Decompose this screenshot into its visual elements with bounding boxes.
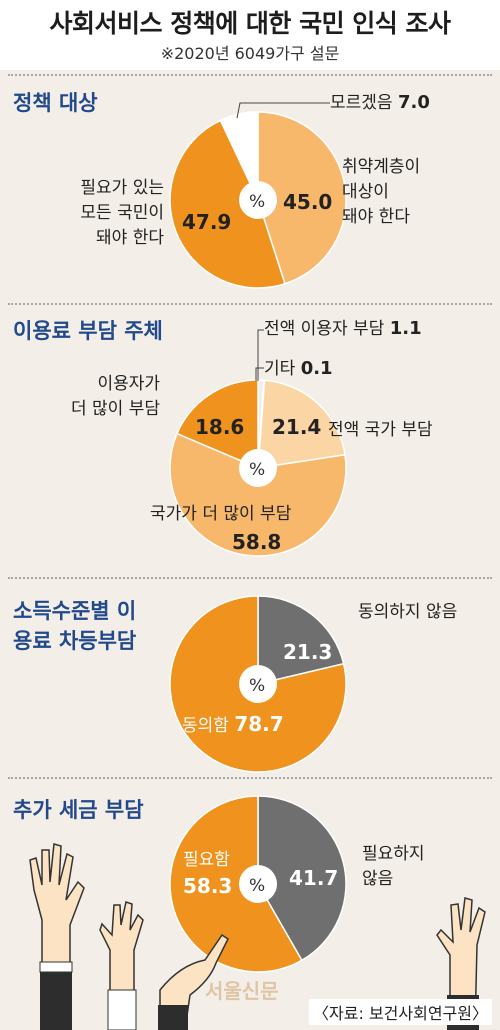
chart-4-slice-2 (169, 795, 303, 973)
chart-1-center-circle (239, 181, 277, 219)
watermark: 서울신문 (205, 979, 279, 1003)
chart-2-label-user-all: 전액 이용자 부담 1.1 (264, 318, 422, 339)
raised-hand-icon (29, 843, 85, 1030)
leader-line-3 (255, 367, 264, 381)
chart-2-value-state-all: 21.4 (272, 415, 322, 439)
chart-3-label-disagree: 동의하지 않음 (358, 602, 458, 622)
chart-2-value-state-more: 58.8 (232, 530, 282, 554)
chart-3-center-circle (239, 665, 277, 703)
chart-2-value-user-more: 18.6 (195, 415, 245, 439)
chart-2-slice-4 (169, 432, 347, 557)
chart-2-label-state-all: 전액 국가 부담 (328, 420, 433, 440)
chart-4-center-circle (239, 865, 277, 903)
chart-1-label-dontknow: 모르겠음 7.0 (330, 92, 430, 113)
source-note: 〈자료: 보건사회연구원〉 (309, 999, 492, 1025)
chart-1-slice-2 (169, 119, 286, 289)
chart-2-slice-5 (176, 379, 259, 470)
chart-1-slice-3 (219, 111, 259, 201)
chart-1-center-label: % (249, 192, 266, 212)
divider (8, 577, 492, 579)
chart-1-label-all: 필요가 있는 모든 국민이 돼야 한다 (80, 178, 164, 248)
chart-4-label-needed: 필요함 (183, 850, 230, 870)
chart-4-value-not-needed: 41.7 (289, 866, 339, 890)
chart-4-value-needed: 58.3 (183, 874, 233, 898)
chart-1-value-vulnerable: 45.0 (283, 190, 333, 214)
chart-2-title: 이용료 부담 주체 (13, 319, 163, 343)
chart-1-value-all: 47.9 (182, 210, 232, 234)
chart-2-slice-3 (257, 379, 346, 469)
leader-line-2 (257, 329, 264, 381)
chart-2-label-user-more: 이용자가 더 많이 부담 (70, 374, 160, 419)
divider (8, 74, 492, 76)
chart-3-value-disagree: 21.3 (283, 640, 333, 664)
chart-3-label-agree: 동의함 78.7 (182, 712, 284, 736)
chart-4-slice-1 (257, 795, 347, 962)
divider (8, 303, 492, 305)
raised-hand-icon (99, 901, 144, 1030)
chart-4-title: 추가 세금 부담 (13, 798, 144, 822)
divider (8, 777, 492, 779)
page-subtitle: ※2020년 6049가구 설문 (160, 44, 340, 63)
chart-3-center-label: % (249, 676, 266, 696)
chart-4-label-not-needed: 필요하지 않음 (362, 844, 425, 889)
open-palm-icon (158, 933, 229, 1030)
chart-3-slice-1 (257, 595, 345, 685)
leader-line-1 (236, 102, 330, 119)
chart-4-center-label: % (249, 876, 266, 896)
chart-1-title: 정책 대상 (13, 91, 98, 115)
chart-2-center-circle (239, 449, 277, 487)
chart-3-title: 소득수준별 이용료 차등부담 (13, 599, 137, 653)
header: 사회서비스 정책에 대한 국민 인식 조사 ※2020년 6049가구 설문 (0, 0, 500, 70)
chart-2-label-other: 기타 0.1 (264, 358, 333, 379)
chart-2-center-label: % (249, 460, 266, 480)
chart-2-label-state-more: 국가가 더 많이 부담 (150, 504, 292, 524)
chart-1-label-vulnerable: 취약계층이 대상이 돼야 한다 (342, 157, 421, 227)
chart-1-slice-1 (257, 111, 347, 285)
page-title: 사회서비스 정책에 대한 국민 인식 조사 (49, 9, 451, 38)
